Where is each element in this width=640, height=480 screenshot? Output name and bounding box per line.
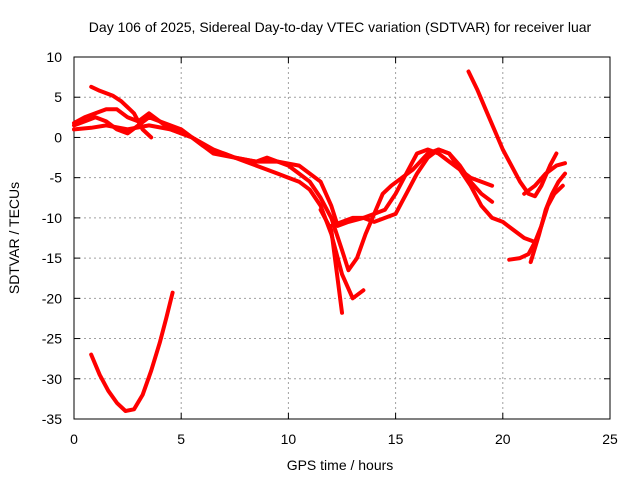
chart-title: Day 106 of 2025, Sidereal Day-to-day VTE…	[89, 19, 592, 35]
y-tick-label: -15	[42, 250, 62, 266]
y-tick-label: -20	[42, 290, 62, 306]
x-tick-label: 25	[602, 431, 618, 447]
series-line-arc-11	[89, 290, 175, 413]
series-line-arc-6	[329, 147, 537, 244]
x-tick-label: 5	[177, 431, 185, 447]
y-tick-label: -5	[50, 170, 63, 186]
series-line-arc-10	[522, 161, 567, 196]
y-tick-label: -10	[42, 210, 62, 226]
series-line-arc-7	[466, 69, 559, 199]
series-line-arc-4	[72, 107, 495, 273]
x-tick-label: 10	[281, 431, 297, 447]
x-tick-label: 0	[70, 431, 78, 447]
x-axis-title: GPS time / hours	[287, 457, 394, 473]
series-line-arc-9	[528, 171, 567, 265]
series-group	[72, 69, 567, 413]
y-tick-label: -25	[42, 331, 62, 347]
x-tick-label: 20	[495, 431, 511, 447]
x-tick-label: 15	[388, 431, 404, 447]
series-line-arc-2	[89, 84, 154, 140]
plot-frame	[73, 56, 611, 420]
y-tick-label: -35	[42, 411, 62, 427]
y-tick-label: 5	[54, 89, 62, 105]
series-line-arc-1	[72, 115, 366, 301]
y-axis-title: SDTVAR / TECUs	[6, 182, 22, 294]
x-axis: 0 5 10 15 20 25	[70, 57, 618, 447]
y-axis: -35 -30 -25 -20 -15 -10 -5 0 5 10	[42, 49, 610, 427]
y-tick-label: -30	[42, 371, 62, 387]
series-line-arc-3	[72, 123, 495, 228]
series-line-arc-5	[318, 207, 344, 315]
y-tick-label: 0	[54, 129, 62, 145]
y-tick-label: 10	[46, 49, 62, 65]
